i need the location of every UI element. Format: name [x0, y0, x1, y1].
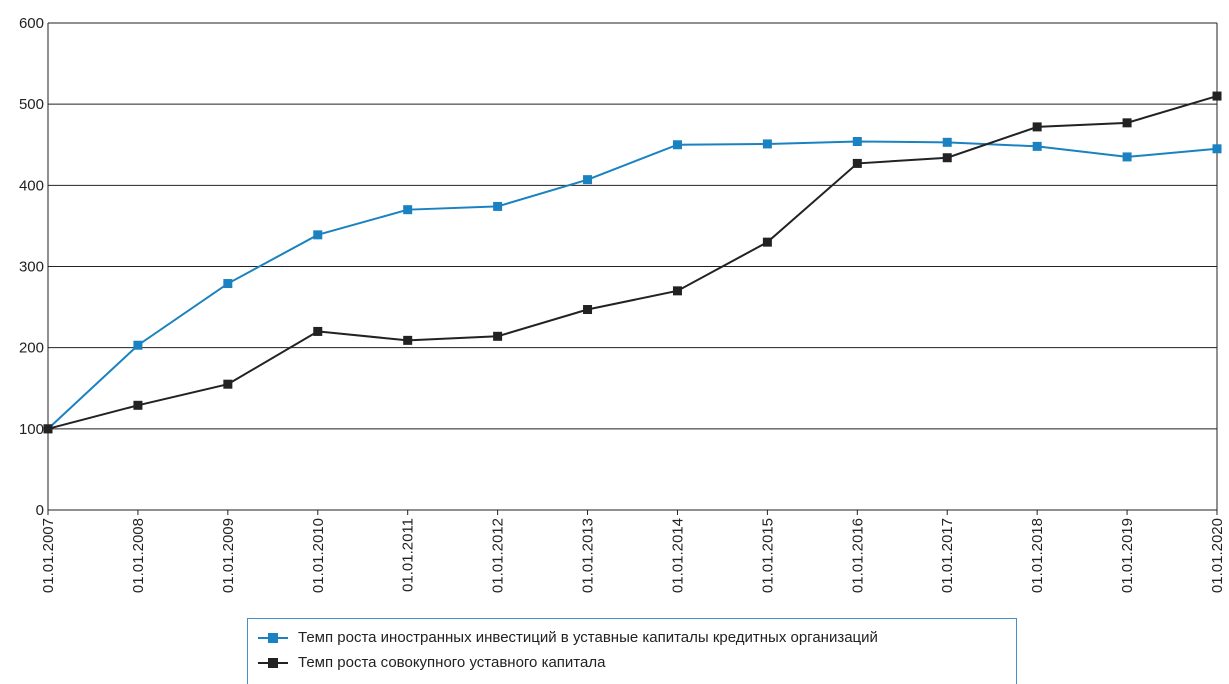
- data-point: [493, 201, 503, 211]
- grid-lines: [47, 22, 1218, 511]
- data-point: [133, 400, 143, 410]
- data-point: [852, 158, 862, 168]
- x-axis-ticks: 01.01.2007 01.01.2008 01.01.2009 01.01.2010…: [40, 510, 1226, 593]
- data-point: [942, 153, 952, 163]
- y-tick-label: 400: [19, 177, 44, 194]
- data-point: [223, 279, 233, 289]
- data-point: [762, 139, 772, 149]
- legend-item-foreign-investment: Темп роста иностранных инвестиций в уста…: [258, 625, 1016, 650]
- data-point: [133, 340, 143, 350]
- data-point: [313, 230, 323, 240]
- data-point: [762, 237, 772, 247]
- x-tick-label: 01.01.2020: [1209, 518, 1226, 593]
- data-point: [1122, 118, 1132, 128]
- data-point: [942, 137, 952, 147]
- data-point: [583, 305, 593, 315]
- series-line-1: [47, 95, 1218, 430]
- y-axis-ticks: 0 100 200 300 400 500 600: [19, 15, 44, 519]
- y-tick-label: 500: [19, 96, 44, 113]
- data-point: [1122, 152, 1132, 162]
- data-point: [1212, 91, 1222, 101]
- x-tick-label: 01.01.2018: [1029, 518, 1046, 593]
- data-point: [43, 424, 53, 434]
- legend-swatch-total-capital: [258, 657, 288, 669]
- y-tick-label: 600: [19, 15, 44, 32]
- legend-label-foreign-investment: Темп роста иностранных инвестиций в уста…: [298, 629, 878, 646]
- y-tick-label: 100: [19, 421, 44, 438]
- data-point: [313, 326, 323, 336]
- data-point: [1032, 141, 1042, 151]
- x-tick-label: 01.01.2007: [40, 518, 57, 593]
- x-tick-label: 01.01.2010: [310, 518, 327, 593]
- data-point: [403, 335, 413, 345]
- series-layer: [43, 91, 1222, 434]
- data-point: [852, 137, 862, 147]
- x-tick-label: 01.01.2014: [669, 518, 686, 593]
- data-point: [403, 205, 413, 215]
- x-tick-label: 01.01.2009: [220, 518, 237, 593]
- y-tick-label: 200: [19, 340, 44, 357]
- legend-swatch-foreign-investment: [258, 632, 288, 644]
- x-tick-label: 01.01.2019: [1119, 518, 1136, 593]
- legend-item-total-capital: Темп роста совокупного уставного капитал…: [258, 650, 1016, 675]
- x-tick-label: 01.01.2015: [759, 518, 776, 593]
- x-tick-label: 01.01.2011: [400, 518, 417, 592]
- data-point: [1032, 122, 1042, 132]
- x-tick-label: 01.01.2017: [939, 518, 956, 593]
- legend: Темп роста иностранных инвестиций в уста…: [247, 618, 1017, 684]
- data-point: [493, 331, 503, 341]
- data-point: [672, 140, 682, 150]
- series-line-0: [47, 140, 1218, 430]
- x-tick-label: 01.01.2012: [490, 518, 507, 593]
- chart: 0 100 200 300 400 500 600 01.01.2007 01.01.2008…: [19, 15, 1226, 593]
- x-tick-label: 01.01.2016: [849, 518, 866, 593]
- data-point: [672, 286, 682, 296]
- y-tick-label: 300: [19, 259, 44, 276]
- data-point: [223, 379, 233, 389]
- data-point: [583, 175, 593, 185]
- y-tick-label: 0: [36, 502, 44, 519]
- x-tick-label: 01.01.2008: [130, 518, 147, 593]
- legend-label-total-capital: Темп роста совокупного уставного капитал…: [298, 654, 606, 671]
- x-tick-label: 01.01.2013: [580, 518, 597, 593]
- data-point: [1212, 144, 1222, 154]
